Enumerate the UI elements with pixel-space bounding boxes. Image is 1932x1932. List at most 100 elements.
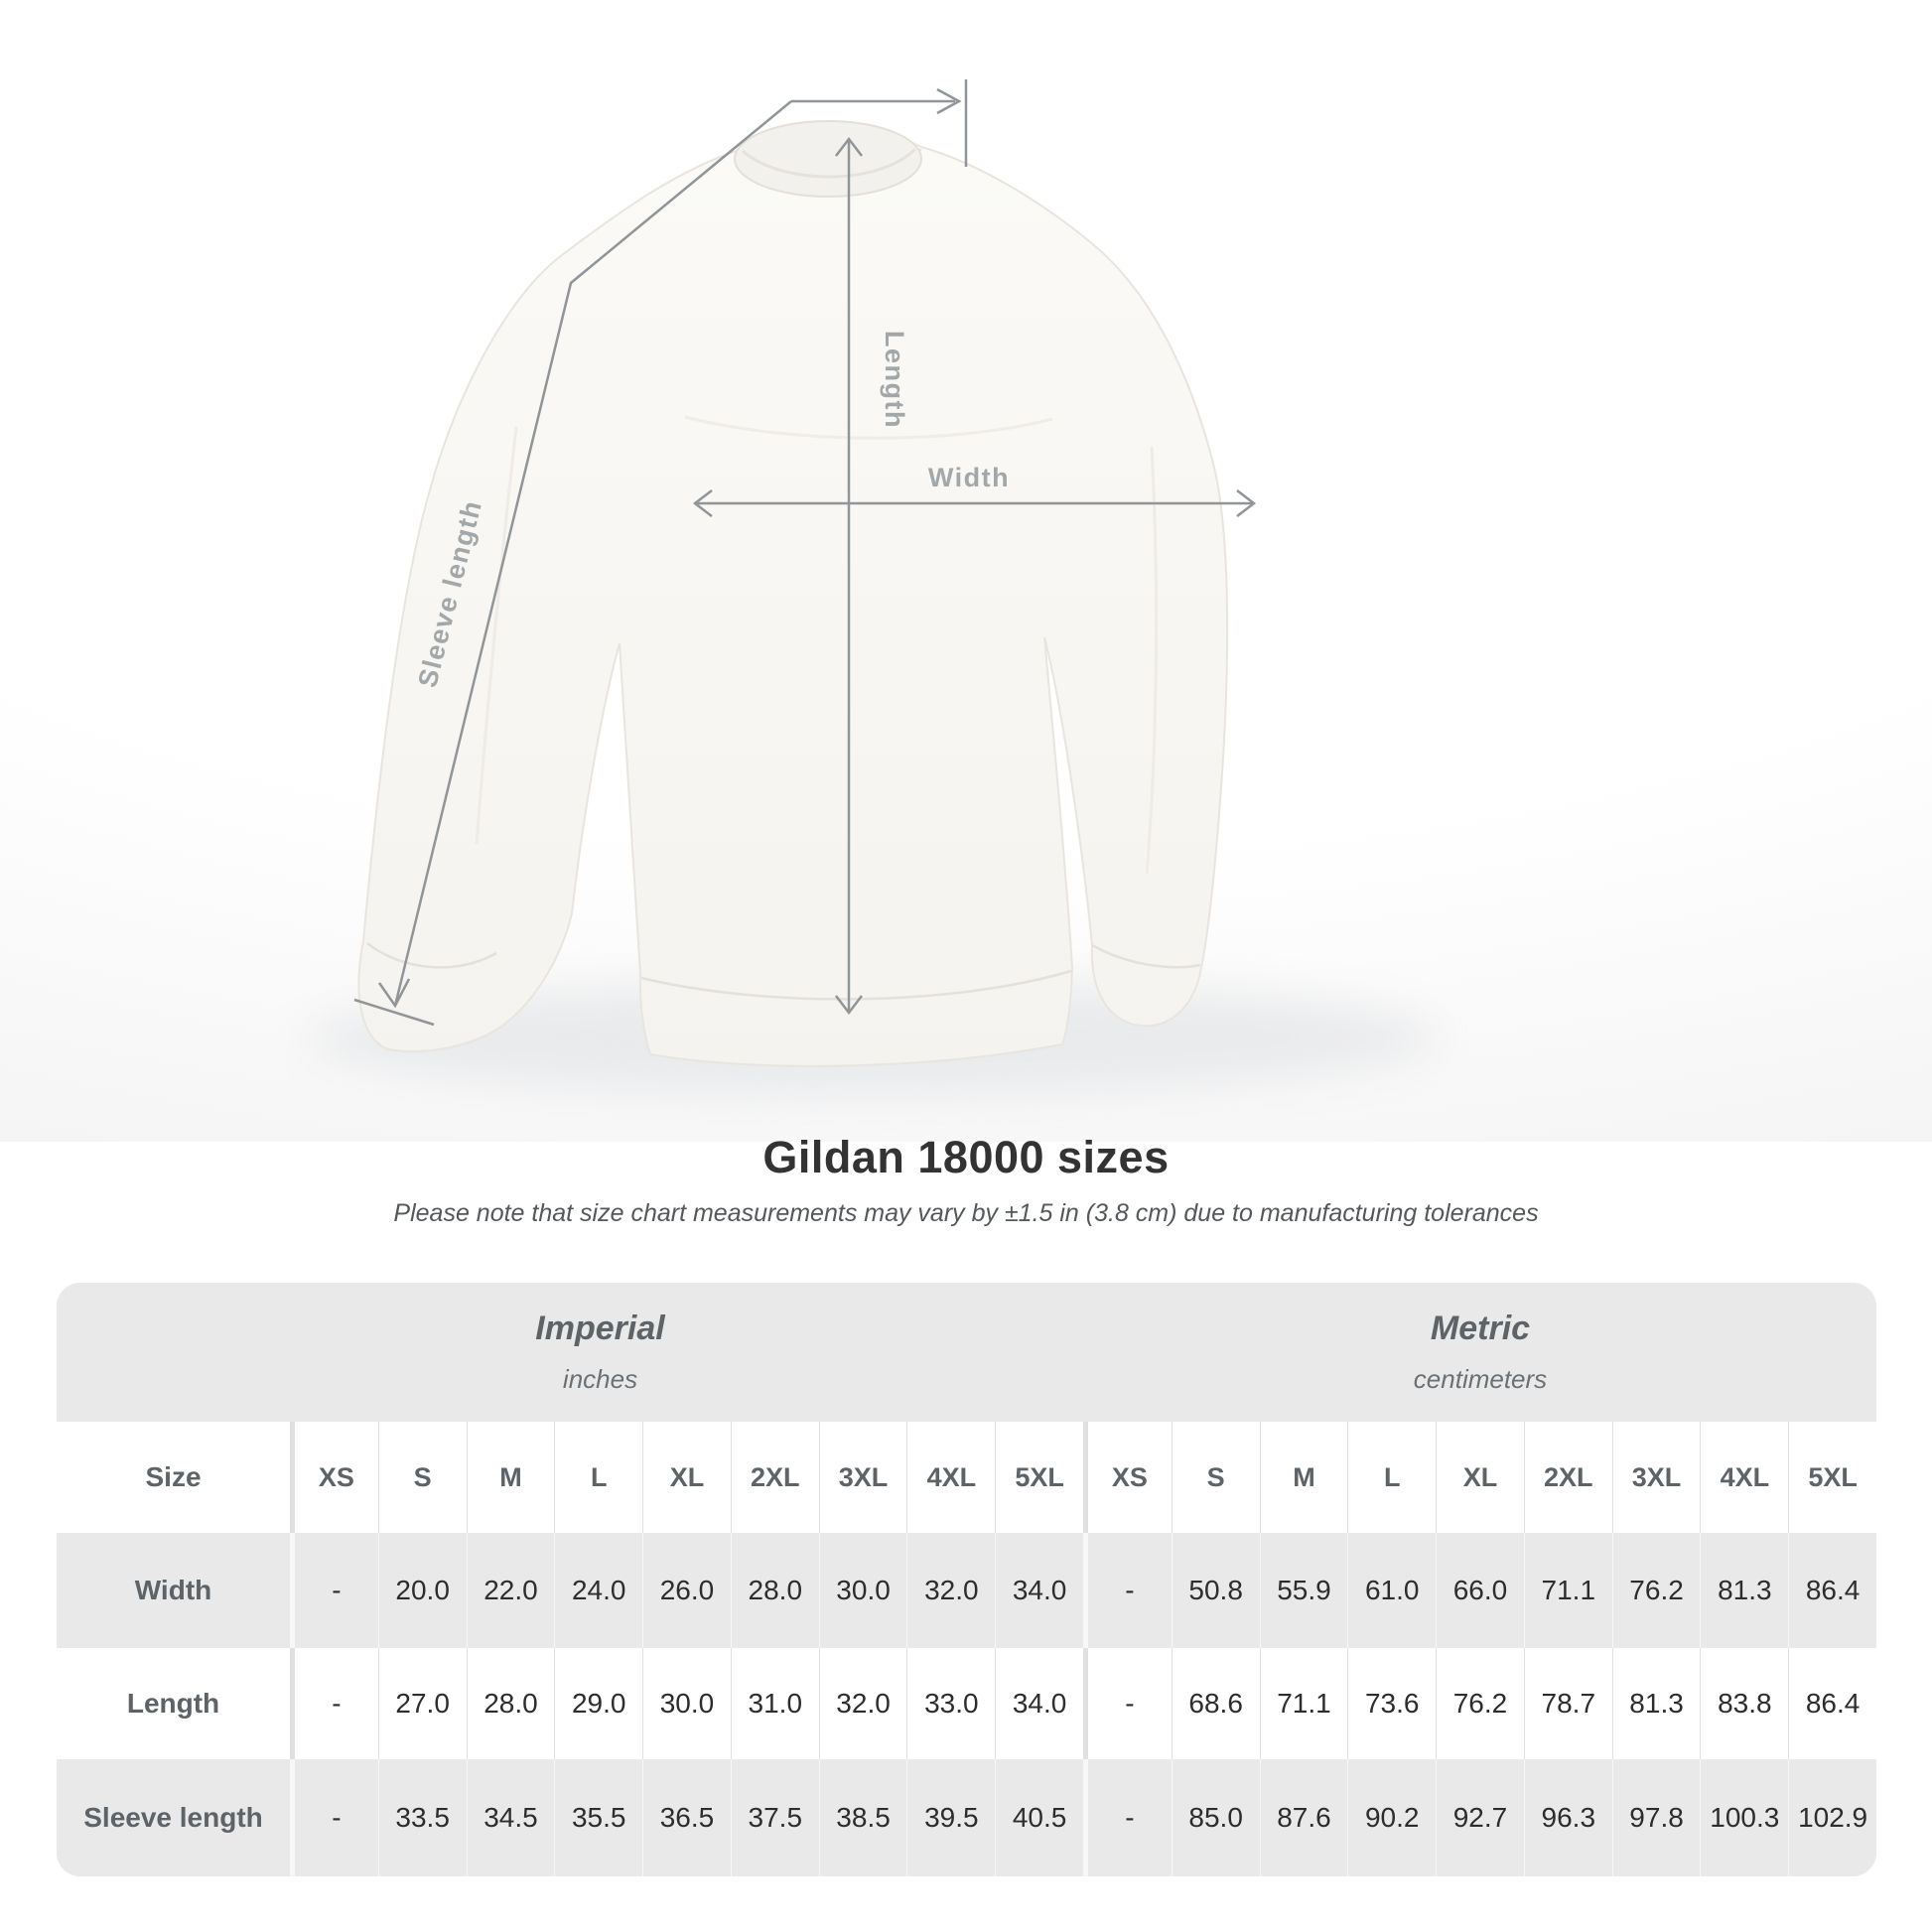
imperial-value-xs: - <box>290 1759 378 1876</box>
metric-value-xl: 76.2 <box>1436 1648 1524 1759</box>
imperial-size-header-s: S <box>377 1422 467 1533</box>
imperial-value-xs: - <box>290 1533 378 1648</box>
imperial-value-s: 33.5 <box>377 1759 467 1876</box>
imperial-value-l: 35.5 <box>554 1759 642 1876</box>
imperial-size-header-l: L <box>554 1422 642 1533</box>
sleeve-length-line <box>393 100 792 1007</box>
metric-value-4xl: 100.3 <box>1700 1759 1788 1876</box>
product-photo: Length Width Sleeve length <box>0 0 1932 1142</box>
imperial-label: Imperial <box>535 1310 665 1347</box>
imperial-size-header-2xl: 2XL <box>730 1422 819 1533</box>
imperial-size-header-m: M <box>466 1422 555 1533</box>
imperial-size-header-5xl: 5XL <box>995 1422 1083 1533</box>
sweatshirt-body <box>357 125 1229 1067</box>
width-arrowhead-right <box>1236 489 1257 517</box>
sleeve-crease-right <box>1145 446 1159 875</box>
sleeve-cuff-tick <box>353 998 435 1027</box>
imperial-value-4xl: 32.0 <box>906 1533 995 1648</box>
imperial-value-xs: - <box>290 1648 378 1759</box>
metric-value-xl: 66.0 <box>1436 1533 1524 1648</box>
imperial-value-s: 27.0 <box>377 1648 467 1759</box>
size-column-header: Size <box>145 1461 202 1492</box>
imperial-value-2xl: 31.0 <box>730 1648 819 1759</box>
imperial-value-m: 34.5 <box>466 1759 555 1876</box>
collar-inner-shadow <box>742 147 917 179</box>
metric-size-header-4xl: 4XL <box>1700 1422 1788 1533</box>
metric-value-3xl: 76.2 <box>1611 1533 1701 1648</box>
unit-group-row: Imperial inches Metric centimeters <box>57 1283 1876 1422</box>
imperial-value-s: 20.0 <box>377 1533 467 1648</box>
imperial-value-5xl: 40.5 <box>995 1759 1083 1876</box>
metric-unit: centimeters <box>1413 1364 1548 1394</box>
sleeve-length-row: Sleeve length -33.5 34.5 35.5 36.5 37.5 38.5 39… <box>57 1759 1876 1876</box>
metric-value-s: 85.0 <box>1171 1759 1260 1876</box>
imperial-value-l: 24.0 <box>554 1533 642 1648</box>
metric-value-xl: 92.7 <box>1436 1759 1524 1876</box>
width-row: Width -20.0 22.0 24.0 26.0 28.0 30.0 32.0 34.0-5… <box>57 1533 1876 1648</box>
metric-group-header: Metric centimeters <box>1084 1283 1876 1422</box>
metric-value-2xl: 71.1 <box>1523 1533 1612 1648</box>
length-row: Length -27.0 28.0 29.0 30.0 31.0 32.0 33.0 34.0-… <box>57 1648 1876 1759</box>
imperial-size-header-4xl: 4XL <box>906 1422 995 1533</box>
imperial-value-5xl: 34.0 <box>995 1533 1083 1648</box>
title-block: Gildan 18000 sizes Please note that size… <box>0 1132 1932 1228</box>
row-label: Sleeve length <box>83 1802 263 1833</box>
metric-value-xs: - <box>1083 1533 1172 1648</box>
imperial-value-4xl: 39.5 <box>906 1759 995 1876</box>
imperial-value-4xl: 33.0 <box>906 1648 995 1759</box>
metric-size-header-xl: XL <box>1436 1422 1524 1533</box>
row-label: Length <box>126 1688 220 1719</box>
chest-crease <box>684 415 1053 440</box>
size-header-row: Size XS S M L XL 2XL 3XL 4XL 5XL XS S M L XL 2XL 3XL 4XL 5… <box>57 1422 1876 1533</box>
imperial-size-header-3xl: 3XL <box>818 1422 907 1533</box>
metric-value-5xl: 86.4 <box>1788 1533 1876 1648</box>
metric-value-5xl: 86.4 <box>1788 1648 1876 1759</box>
imperial-value-xl: 36.5 <box>642 1759 731 1876</box>
right-cuff-seam <box>1091 943 1201 969</box>
imperial-group-header: Imperial inches <box>57 1283 1084 1422</box>
length-measure-label: Length <box>880 331 909 429</box>
metric-size-header-m: M <box>1259 1422 1348 1533</box>
row-label: Width <box>134 1575 212 1605</box>
metric-value-5xl: 102.9 <box>1788 1759 1876 1876</box>
sleeve-crease-left <box>475 426 518 845</box>
metric-size-header-5xl: 5XL <box>1788 1422 1876 1533</box>
metric-value-3xl: 97.8 <box>1611 1759 1701 1876</box>
imperial-value-2xl: 28.0 <box>730 1533 819 1648</box>
left-cuff-seam <box>366 942 497 969</box>
sweatshirt-diagram: Length Width Sleeve length <box>308 79 1440 1095</box>
imperial-value-l: 29.0 <box>554 1648 642 1759</box>
imperial-value-m: 22.0 <box>466 1533 555 1648</box>
imperial-size-header-xs: XS <box>290 1422 378 1533</box>
metric-value-m: 87.6 <box>1259 1759 1348 1876</box>
metric-size-header-l: L <box>1347 1422 1436 1533</box>
metric-size-header-s: S <box>1171 1422 1260 1533</box>
metric-value-m: 71.1 <box>1259 1648 1348 1759</box>
metric-value-4xl: 81.3 <box>1700 1533 1788 1648</box>
length-arrowhead-bottom <box>835 995 863 1016</box>
imperial-value-3xl: 32.0 <box>818 1648 907 1759</box>
metric-value-2xl: 96.3 <box>1523 1759 1612 1876</box>
metric-size-header-2xl: 2XL <box>1523 1422 1612 1533</box>
length-arrowhead-top <box>835 136 863 157</box>
imperial-value-3xl: 30.0 <box>818 1533 907 1648</box>
sleeve-length-arrowhead <box>377 978 411 1009</box>
imperial-value-xl: 30.0 <box>642 1648 731 1759</box>
metric-value-xs: - <box>1083 1759 1172 1876</box>
imperial-value-5xl: 34.0 <box>995 1648 1083 1759</box>
width-arrowhead-left <box>692 489 713 517</box>
metric-value-s: 50.8 <box>1171 1533 1260 1648</box>
top-guide-arrowhead <box>936 87 962 115</box>
metric-label: Metric <box>1430 1310 1531 1347</box>
metric-value-m: 55.9 <box>1259 1533 1348 1648</box>
width-measure-label: Width <box>928 463 1010 492</box>
size-table: Imperial inches Metric centimeters Size X… <box>57 1283 1876 1876</box>
imperial-value-2xl: 37.5 <box>730 1759 819 1876</box>
imperial-unit: inches <box>562 1364 638 1394</box>
metric-value-2xl: 78.7 <box>1523 1648 1612 1759</box>
metric-value-l: 90.2 <box>1347 1759 1436 1876</box>
metric-size-header-3xl: 3XL <box>1611 1422 1701 1533</box>
collar-opening <box>734 120 922 198</box>
imperial-size-header-xl: XL <box>642 1422 731 1533</box>
metric-value-xs: - <box>1083 1648 1172 1759</box>
